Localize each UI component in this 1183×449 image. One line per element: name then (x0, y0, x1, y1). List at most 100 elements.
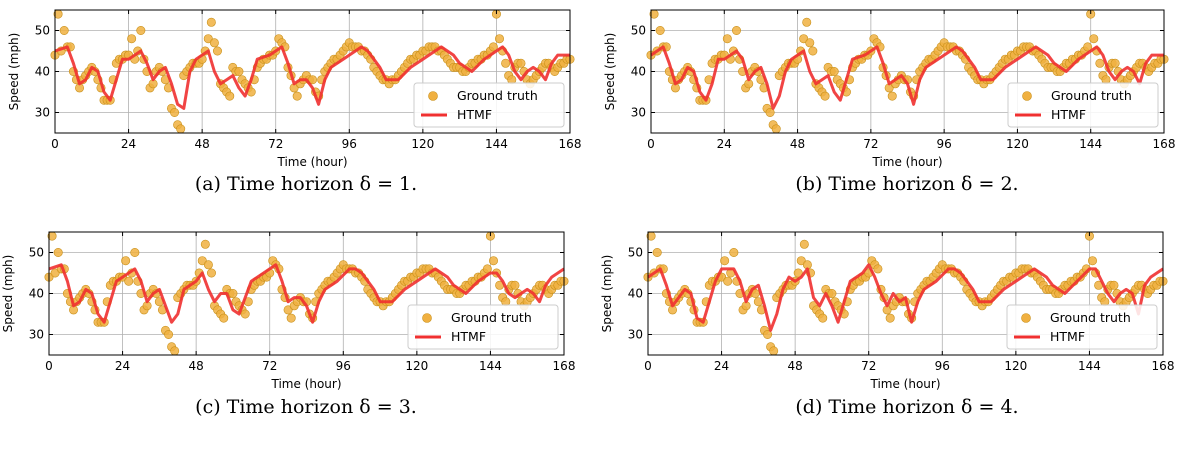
x-tick-label: 144 (479, 359, 502, 373)
legend-box (413, 82, 565, 128)
ground-truth-point (887, 91, 897, 101)
legend-box (1007, 82, 1159, 128)
ground-truth-point (731, 25, 741, 35)
ground-truth-point (200, 239, 210, 249)
ground-truth-point (501, 58, 511, 68)
ground-truth-point (793, 268, 803, 278)
ground-truth-point (228, 288, 238, 298)
ground-truth-point (203, 260, 213, 270)
x-tick-label: 120 (1004, 359, 1027, 373)
ground-truth-point (127, 34, 137, 44)
y-tick-label: 30 (631, 106, 646, 120)
ground-truth-point (53, 248, 63, 258)
y-axis-label: Speed (mph) (1, 255, 15, 333)
htmf-series-line (54, 45, 570, 110)
legend-marker-ground-truth (422, 313, 432, 323)
x-tick-label: 48 (189, 359, 204, 373)
x-tick-label: 120 (405, 359, 428, 373)
ground-truth-point (765, 108, 775, 118)
ground-truth-point (1109, 280, 1119, 290)
y-axis-label: Speed (mph) (603, 33, 617, 111)
legend: Ground truth HTMF (407, 304, 559, 350)
legend-marker-ground-truth (428, 91, 438, 101)
x-tick-label: 24 (714, 359, 729, 373)
legend: Ground truth HTMF (1007, 82, 1159, 128)
y-tick-label: 40 (29, 287, 44, 301)
x-tick-label: 48 (195, 137, 210, 151)
ground-truth-point (240, 309, 250, 319)
x-tick-label: 72 (863, 137, 878, 151)
y-tick-label: 50 (35, 24, 50, 38)
panel-caption: (a) Time horizon δ = 1. (195, 173, 417, 195)
ground-truth-point (771, 124, 781, 134)
x-tick-label: 0 (647, 137, 655, 151)
ground-truth-point (729, 248, 739, 258)
ground-truth-point (307, 75, 317, 85)
ground-truth-point (206, 268, 216, 278)
panel-caption: (b) Time horizon δ = 2. (795, 173, 1018, 195)
legend-box (407, 304, 559, 350)
legend-box (1006, 304, 1158, 350)
ground-truth-point (820, 91, 830, 101)
ground-truth-point (234, 67, 244, 77)
x-tick-label: 96 (937, 137, 952, 151)
x-axis-label: Time (hour) (276, 155, 347, 169)
ground-truth-point (124, 276, 134, 286)
ground-truth-point (802, 17, 812, 27)
x-tick-label: 96 (336, 359, 351, 373)
ground-truth-point (121, 256, 131, 266)
ground-truth-point (769, 346, 779, 356)
x-axis-label: Time (hour) (871, 155, 942, 169)
panel-caption: (c) Time horizon δ = 3. (195, 396, 417, 418)
ground-truth-point (818, 313, 828, 323)
ground-truth-point (170, 346, 180, 356)
legend-label-ground-truth: Ground truth (451, 310, 532, 325)
x-tick-label: 96 (935, 359, 950, 373)
ground-truth-point (1087, 256, 1097, 266)
ground-truth-point (1089, 34, 1099, 44)
panel-2: 0 24 48 72 96 120 144 168 30 40 50 Time (hour) Speed… (603, 9, 1176, 195)
ground-truth-point (494, 34, 504, 44)
htmf-series-line (48, 263, 565, 324)
x-tick-label: 0 (51, 137, 59, 151)
ground-truth-point (286, 313, 296, 323)
ground-truth-point (829, 67, 839, 77)
x-tick-label: 120 (1006, 137, 1029, 151)
ground-truth-point (219, 313, 229, 323)
y-tick-label: 50 (29, 246, 44, 260)
ground-truth-point (510, 280, 520, 290)
legend-label-ground-truth: Ground truth (1050, 310, 1131, 325)
ground-truth-point (722, 34, 732, 44)
panel-4: 0 24 48 72 96 120 144 168 30 40 50 Time (hour) Speed… (600, 231, 1175, 418)
x-tick-label: 168 (1152, 359, 1175, 373)
y-tick-label: 30 (35, 106, 50, 120)
x-tick-label: 48 (788, 359, 803, 373)
x-tick-label: 120 (411, 137, 434, 151)
panel-1: 0 24 48 72 96 120 144 168 30 40 50 Time (hour) Speed… (7, 9, 581, 195)
y-tick-label: 40 (631, 65, 646, 79)
x-axis-label: Time (hour) (270, 377, 341, 391)
x-tick-label: 72 (268, 137, 283, 151)
x-tick-label: 168 (1153, 137, 1176, 151)
x-tick-label: 0 (45, 359, 53, 373)
x-tick-label: 72 (861, 359, 876, 373)
x-tick-label: 72 (262, 359, 277, 373)
y-tick-label: 40 (628, 287, 643, 301)
y-tick-label: 50 (631, 24, 646, 38)
legend-label-htmf: HTMF (1051, 107, 1086, 122)
x-tick-label: 24 (717, 137, 732, 151)
ground-truth-point (488, 256, 498, 266)
y-tick-label: 30 (628, 328, 643, 342)
ground-truth-point (799, 239, 809, 249)
ground-truth-point (59, 25, 69, 35)
ground-truth-point (655, 25, 665, 35)
legend: Ground truth HTMF (413, 82, 565, 128)
ground-truth-point (720, 256, 730, 266)
ground-truth-point (225, 91, 235, 101)
htmf-series-line (650, 45, 1164, 110)
ground-truth-point (170, 108, 180, 118)
ground-truth-point (136, 25, 146, 35)
y-tick-label: 30 (29, 328, 44, 342)
x-tick-label: 0 (644, 359, 652, 373)
